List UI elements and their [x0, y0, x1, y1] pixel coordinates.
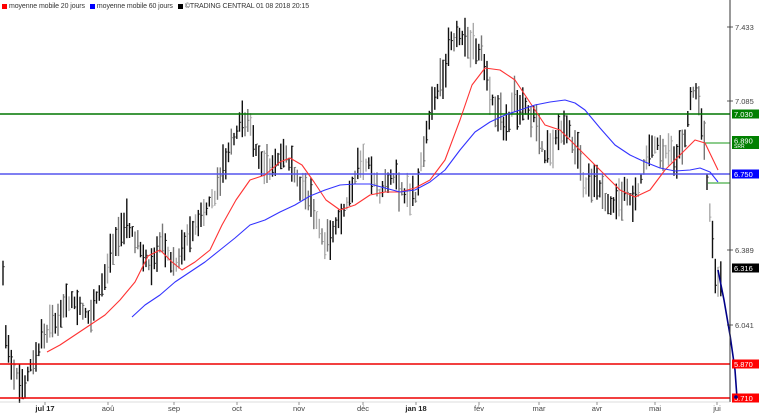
- support-1-label: 5.870: [734, 360, 753, 369]
- x-tick-label: fév: [474, 404, 484, 413]
- y-axis-ticks: 7.433 7.085 6.389 6.041: [727, 23, 754, 330]
- ma20-swatch-icon: [2, 3, 7, 9]
- legend-label-ma20: moyenne mobile 20 jours: [9, 2, 85, 10]
- x-tick-label: jui: [712, 404, 721, 413]
- y-tick-label: 6.041: [735, 321, 754, 330]
- x-tick-label: avr: [592, 404, 603, 413]
- resistance-2-label: 7.030: [734, 110, 753, 119]
- resistance-1-sublabel: SRR: [734, 144, 745, 150]
- resistance-1-label-box: [732, 136, 759, 149]
- ohlc-bars: [2, 17, 723, 403]
- x-tick-label: aoû: [102, 404, 115, 413]
- support-2-label-box: [732, 393, 759, 403]
- support-1-label-box: [732, 359, 759, 369]
- x-tick-label: jan 18: [404, 404, 426, 413]
- pivot-label-box: [732, 169, 759, 179]
- y-tick-label: 7.085: [735, 97, 754, 106]
- resistance-1-label: 6.890: [734, 136, 753, 145]
- moyenne-mobile-20-jours-line: [46, 67, 719, 353]
- x-tick-label: sep: [168, 404, 180, 413]
- y-tick-label: 7.433: [735, 23, 754, 32]
- legend-label-copyright: ©TRADING CENTRAL 01 08 2018 20:15: [184, 2, 310, 10]
- x-tick-label: mai: [649, 404, 661, 413]
- x-axis-ticks: jul 17 aoû sep oct nov déc jan 18 fév mar avr mai j…: [34, 402, 721, 413]
- legend-item-copyright: ©TRADING CENTRAL 01 08 2018 20:15: [177, 2, 310, 10]
- pivot-label: 6.750: [734, 170, 753, 179]
- x-tick-label: nov: [293, 404, 305, 413]
- x-tick-label: jul 17: [34, 404, 54, 413]
- last-price-label: 6.316: [734, 264, 753, 273]
- y-tick-label: 6.389: [735, 246, 754, 255]
- moyenne-mobile-60-jours-line: [131, 99, 719, 318]
- resistance-2-label-box: [732, 109, 759, 119]
- price-swatch-icon: [177, 3, 183, 9]
- last-price-label-box: [732, 263, 759, 273]
- legend-label-ma60: moyenne mobile 60 jours: [96, 2, 173, 10]
- x-tick-label: déc: [357, 404, 369, 413]
- x-tick-label: mar: [533, 404, 546, 413]
- moving-average-lines: [46, 67, 738, 399]
- horizontal-levels: [0, 113, 730, 399]
- chart-legend: moyenne mobile 20 jours moyenne mobile 6…: [2, 1, 311, 11]
- legend-item-ma20: moyenne mobile 20 jours: [2, 3, 85, 10]
- support-2-label: 5.710: [734, 394, 753, 403]
- x-tick-label: oct: [232, 404, 243, 413]
- last-point-marker: [734, 395, 738, 399]
- legend-item-ma60: moyenne mobile 60 jours: [89, 2, 173, 10]
- ma60-swatch-icon: [89, 3, 95, 9]
